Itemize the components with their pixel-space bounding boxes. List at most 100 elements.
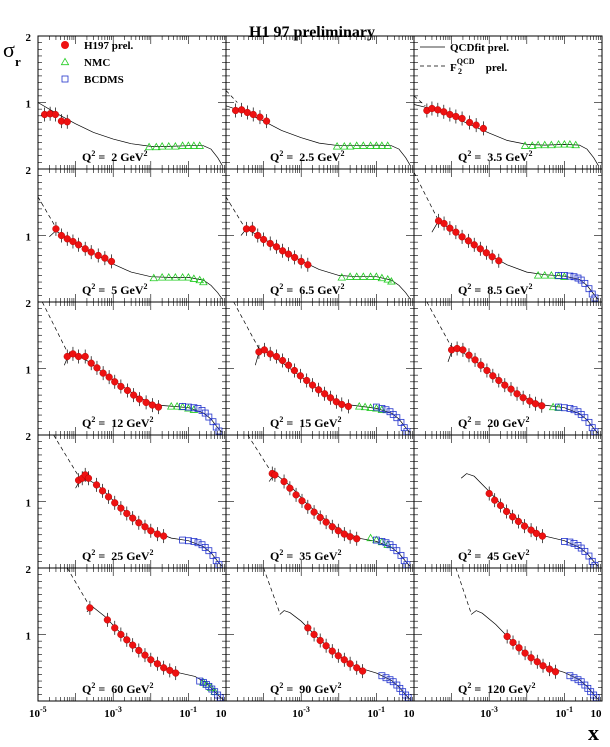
panel-label-unit-sup: 2 [532, 681, 536, 690]
nmc-point [172, 401, 182, 410]
h197-point [551, 668, 560, 676]
panel-points-q2-15 [255, 342, 411, 435]
h197-point [304, 624, 312, 632]
panel-label-sup: 2 [91, 681, 95, 690]
x-tick-exp: -3 [115, 705, 122, 714]
panel-label-prefix: Q [82, 150, 91, 164]
bcdms-point [591, 428, 599, 435]
h197-point [141, 523, 149, 531]
f2qcd-curve [426, 302, 452, 348]
h197-point [459, 346, 467, 354]
h197-point [69, 237, 77, 246]
panel-curves-q2-25 [53, 435, 223, 567]
bcdms-point [378, 404, 386, 412]
nmc-point [372, 272, 381, 280]
panel-points-q2-45 [485, 486, 599, 568]
bcdms-point [570, 674, 578, 682]
h197-point [314, 386, 323, 394]
panel-label-unit-sup: 2 [529, 282, 533, 291]
bcdms-point [382, 406, 390, 414]
panel-label-prefix: Q [270, 549, 279, 563]
bcdms-point [566, 404, 574, 412]
legend-label: QCDfit prel. [450, 42, 509, 54]
nmc-point [345, 141, 355, 150]
h197-point [304, 503, 312, 511]
panel-label-sup: 2 [91, 282, 95, 291]
panel-label-prefix: Q [82, 283, 91, 297]
bcdms-point [570, 406, 578, 414]
panel-label-prefix: Q [270, 150, 279, 164]
h197-point [453, 344, 461, 353]
nmc-point [332, 141, 342, 150]
h197-point [316, 636, 324, 645]
bcdms-point [378, 538, 386, 545]
nmc-point [164, 272, 174, 281]
panel-points-q2-6.5 [242, 221, 396, 285]
nmc-point [560, 139, 569, 148]
panel-label-value: 2.5 [299, 150, 314, 164]
h197-point [129, 514, 137, 522]
h197-point [359, 667, 367, 675]
panel-label-unit-sup: 2 [144, 149, 148, 158]
nmc-point [520, 141, 530, 149]
h197-point [491, 496, 499, 504]
h197-point [123, 509, 131, 518]
h197-point [84, 474, 93, 482]
nmc-point [189, 141, 199, 149]
bcdms-point [184, 537, 192, 545]
panel-label-eq: = [283, 682, 299, 696]
bcdms-point [570, 273, 578, 281]
h197-point [262, 117, 271, 125]
bcdms-point [581, 414, 589, 422]
nmc-point [195, 141, 205, 149]
x-tick-exp: -3 [491, 705, 498, 714]
nmc-point [189, 405, 199, 413]
legend-f-tail: prel. [483, 62, 507, 74]
panel-label-sup: 2 [467, 282, 471, 291]
h197-point [503, 632, 511, 641]
nmc-point [189, 274, 199, 282]
panel-label-eq: = [471, 549, 487, 563]
x-tick-base: 10 [179, 708, 191, 720]
bcdms-point [566, 672, 574, 680]
h197-point [346, 533, 354, 541]
bcdms-point [393, 414, 401, 422]
h197-point [297, 257, 305, 266]
panel-label-unit: GeV [502, 150, 529, 164]
markers-layer [41, 101, 600, 701]
nmc-point [199, 277, 208, 286]
h197-point [248, 225, 256, 233]
panel-curves-q2-8.5 [414, 172, 599, 301]
panel-label-unit: GeV [117, 283, 144, 297]
bcdms-point [378, 672, 386, 680]
bcdms-point [215, 427, 223, 435]
nmc-point [184, 141, 193, 149]
nmc-point [166, 401, 176, 410]
h197-point [340, 656, 348, 664]
panel-label-value: 25 [111, 549, 123, 563]
nmc-point [152, 142, 161, 151]
panel-label-unit-sup: 2 [529, 149, 533, 158]
y-tick-label: 1 [26, 498, 32, 510]
panel-label-unit: GeV [311, 682, 338, 696]
h197-point [489, 372, 497, 380]
bcdms-point [591, 561, 599, 568]
panel-frames [37, 35, 603, 702]
nmc-point [149, 273, 159, 282]
nmc-point [533, 140, 543, 149]
h197-point [527, 654, 535, 662]
bcdms-point [382, 674, 390, 682]
h197-point [92, 481, 101, 489]
nmc-point [354, 401, 364, 410]
panel-label-unit: GeV [505, 682, 532, 696]
panel-curves-q2-20 [426, 302, 599, 434]
panel-label-eq: = [95, 150, 111, 164]
h197-point [495, 376, 503, 385]
h197-point [111, 499, 119, 507]
x-tick-exp: -5 [40, 705, 47, 714]
h197-point [129, 641, 137, 649]
h197-point [278, 356, 287, 365]
panel-label-unit: GeV [311, 549, 338, 563]
